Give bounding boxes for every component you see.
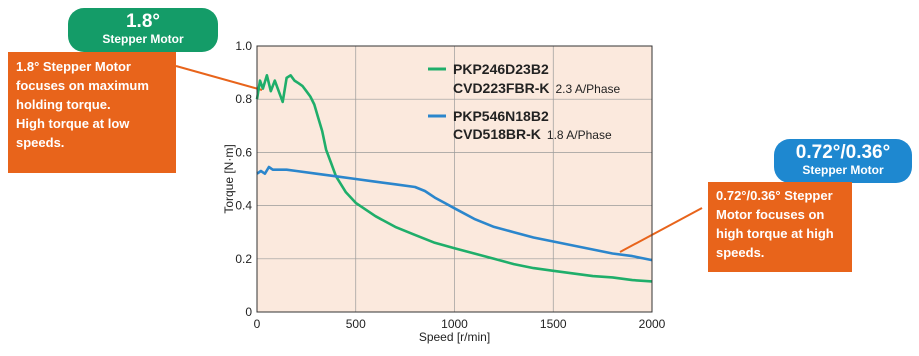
callout-line: holding torque.	[16, 97, 111, 112]
grid	[257, 46, 652, 312]
plot-frame	[256, 45, 653, 313]
legend-model-blue: PKP546N18B2	[453, 108, 549, 124]
badge-angle: 1.8°	[125, 11, 160, 32]
badge-kind: Stepper Motor	[102, 32, 184, 46]
y-tick-label: 0.4	[235, 199, 252, 213]
y-tick-label: 0.2	[235, 252, 252, 266]
callout-leader-lines	[175, 65, 703, 253]
x-axis-ticks: 0 500 1000 1500 2000	[254, 317, 666, 331]
y-axis-ticks: 0 0.2 0.4 0.6 0.8 1.0	[235, 39, 252, 319]
badge-1-8-degree: 1.8° Stepper Motor	[68, 8, 218, 52]
badge-0-72-0-36-degree: 0.72°/0.36° Stepper Motor	[774, 139, 912, 183]
y-axis-label: Torque [N·m]	[222, 144, 236, 213]
x-tick-label: 1500	[540, 317, 567, 331]
badge-angle: 0.72°/0.36°	[795, 142, 891, 163]
callout-line: High torque at low	[16, 116, 130, 131]
callout-line: focuses on maximum	[16, 78, 149, 93]
x-axis-label: Speed [r/min]	[419, 330, 490, 344]
legend-driver-blue: CVD518BR-K	[453, 126, 541, 142]
badge-kind: Stepper Motor	[802, 163, 884, 177]
callout-line: speeds.	[716, 245, 765, 260]
series-line-green	[255, 74, 653, 283]
x-tick-label: 500	[346, 317, 366, 331]
y-tick-label: 1.0	[235, 39, 252, 53]
callout-1-8-degree: 1.8° Stepper Motor focuses on maximum ho…	[8, 52, 176, 173]
legend: PKP246D23B2 CVD223FBR-K 2.3 A/Phase PKP5…	[428, 61, 621, 142]
callout-line: 1.8° Stepper Motor	[16, 59, 131, 74]
x-tick-label: 2000	[639, 317, 666, 331]
callout-line: speeds.	[16, 135, 65, 150]
leader-line-left	[175, 65, 263, 91]
series-line-blue	[256, 165, 653, 262]
callout-0-72-degree: 0.72°/0.36° Stepper Motor focuses on hig…	[708, 182, 852, 272]
legend-current-blue: 1.8 A/Phase	[547, 128, 612, 142]
callout-line: 0.72°/0.36° Stepper	[716, 188, 833, 203]
legend-current-green: 2.3 A/Phase	[555, 82, 620, 96]
x-tick-label: 0	[254, 317, 261, 331]
callout-line: high torque at high	[716, 226, 834, 241]
y-tick-label: 0.8	[235, 92, 252, 106]
legend-model-green: PKP246D23B2	[453, 61, 549, 77]
x-tick-label: 1000	[441, 317, 468, 331]
y-tick-label: 0.6	[235, 145, 252, 159]
leader-line-right	[619, 207, 703, 253]
y-tick-label: 0	[245, 305, 252, 319]
series-layer	[255, 74, 653, 283]
callout-line: Motor focuses on	[716, 207, 825, 222]
legend-driver-green: CVD223FBR-K	[453, 80, 549, 96]
